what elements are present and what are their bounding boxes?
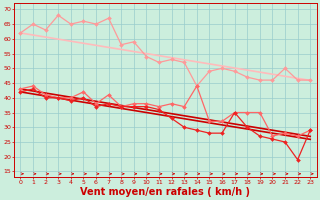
X-axis label: Vent moyen/en rafales ( km/h ): Vent moyen/en rafales ( km/h ) — [80, 187, 250, 197]
